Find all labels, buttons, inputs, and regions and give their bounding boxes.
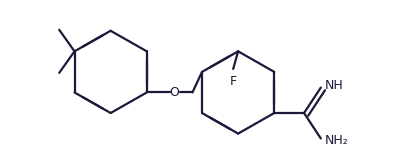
Text: F: F — [229, 75, 236, 88]
Text: NH: NH — [324, 79, 343, 92]
Text: O: O — [169, 86, 179, 99]
Text: NH₂: NH₂ — [324, 134, 348, 147]
